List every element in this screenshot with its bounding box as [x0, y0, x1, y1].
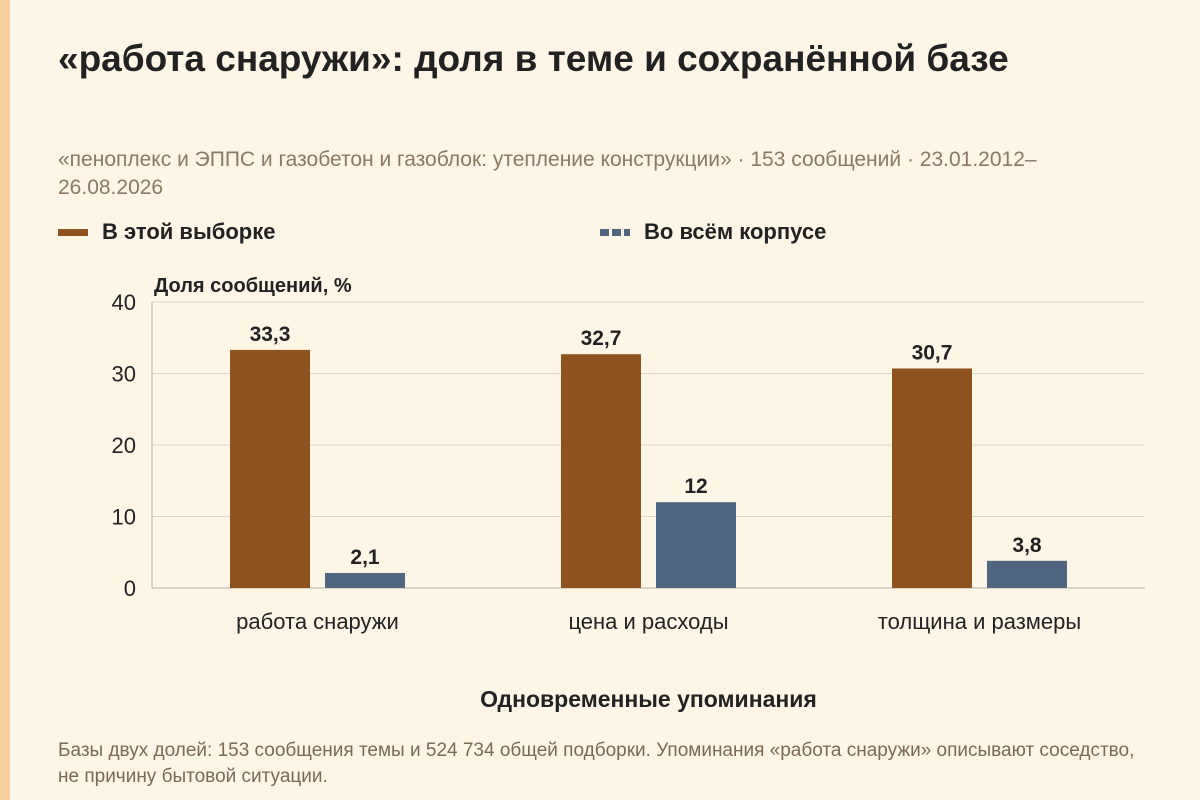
y-tick-label: 40 — [112, 290, 136, 315]
data-label: 2,1 — [350, 546, 380, 569]
y-axis-label: Доля сообщений, % — [154, 275, 352, 297]
x-tick-label: цена и расходы — [568, 609, 728, 634]
data-label: 32,7 — [581, 327, 622, 350]
legend-swatch-corpus — [600, 228, 630, 236]
legend-item-corpus: Во всём корпусе — [600, 219, 826, 245]
legend-label-sample: В этой выборке — [102, 219, 276, 244]
bar — [230, 349, 310, 588]
data-label: 3,8 — [1012, 534, 1042, 557]
left-accent-stripe — [0, 0, 10, 800]
legend-item-sample: В этой выборке — [58, 219, 275, 245]
bar — [987, 560, 1067, 588]
bar — [325, 572, 405, 588]
data-label: 12 — [684, 475, 707, 498]
chart-subtitle: «пеноплекс и ЭППС и газобетон и газоблок… — [58, 148, 1037, 199]
x-tick-label: работа снаружи — [236, 609, 399, 634]
chart-title: «работа снаружи»: доля в теме и сохранён… — [58, 38, 1009, 79]
footnote: Базы двух долей: 153 сообщения темы и 52… — [58, 740, 1135, 787]
bar — [561, 354, 641, 588]
y-tick-label: 10 — [112, 505, 136, 530]
y-tick-label: 30 — [112, 362, 136, 387]
y-tick-label: 20 — [112, 433, 136, 458]
bar — [656, 502, 736, 588]
data-label: 33,3 — [250, 323, 291, 346]
legend-swatch-sample — [58, 228, 88, 236]
legend-label-corpus: Во всём корпусе — [644, 219, 827, 244]
x-axis-label: Одновременные упоминания — [480, 686, 817, 712]
legend: В этой выборке Во всём корпусе — [58, 219, 1158, 249]
x-tick-label: толщина и размеры — [878, 609, 1081, 634]
data-label: 30,7 — [912, 341, 953, 364]
y-tick-label: 0 — [124, 576, 136, 601]
bar — [892, 368, 972, 588]
